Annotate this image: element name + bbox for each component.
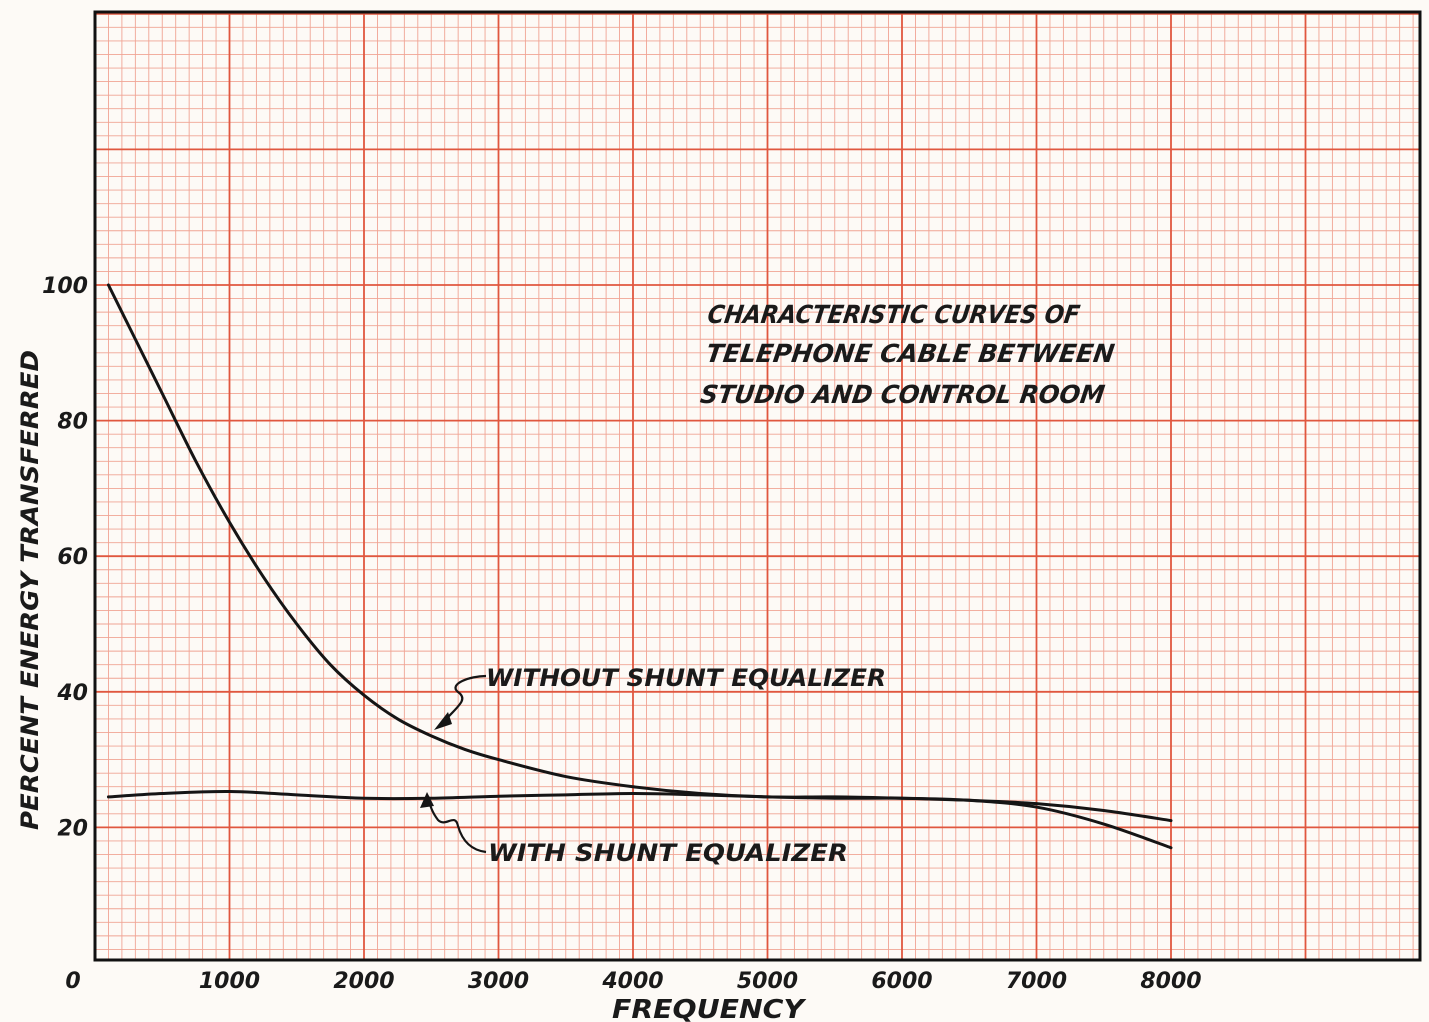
arrowhead-with xyxy=(420,792,434,808)
title-line-3: STUDIO AND CONTROL ROOM xyxy=(699,380,1107,409)
y-tick-label: 40 xyxy=(56,681,88,706)
y-tick-labels: 20 40 60 80 100 xyxy=(42,274,88,841)
annotation-with-shunt-equalizer: WITH SHUNT EQUALIZER xyxy=(488,839,848,867)
chart-title: CHARACTERISTIC CURVES OF TELEPHONE CABLE… xyxy=(699,300,1117,409)
annotation-layer: WITHOUT SHUNT EQUALIZER WITH SHUNT EQUALI… xyxy=(420,664,886,867)
series-layer xyxy=(106,283,1173,850)
leader-arrow-without xyxy=(439,674,487,727)
y-tick-label: 20 xyxy=(57,816,88,841)
y-tick-label: 80 xyxy=(57,410,88,435)
x-tick-label: 8000 xyxy=(1140,969,1201,994)
series-line-with-shunt-equalizer xyxy=(106,789,1173,850)
plot-frame xyxy=(93,10,1422,962)
title-line-1: CHARACTERISTIC CURVES OF xyxy=(706,300,1082,329)
x-axis-label: FREQUENCY xyxy=(612,995,807,1022)
x-tick-label: 6000 xyxy=(871,969,932,994)
x-tick-label: 1000 xyxy=(199,969,260,994)
annotation-without-shunt-equalizer: WITHOUT SHUNT EQUALIZER xyxy=(486,664,886,692)
x-tick-label: 5000 xyxy=(737,969,798,994)
x-tick-label: 7000 xyxy=(1006,969,1067,994)
title-line-2: TELEPHONE CABLE BETWEEN xyxy=(704,339,1116,368)
arrowhead-without xyxy=(434,712,452,730)
x-tick-label: 4000 xyxy=(601,969,663,994)
x-tick-label: 3000 xyxy=(468,969,529,994)
y-tick-label: 60 xyxy=(57,545,88,570)
x-tick-labels: 0 1000 2000 3000 4000 5000 6000 7000 8000 xyxy=(65,969,1201,994)
leader-arrow-with xyxy=(426,795,487,854)
x-tick-label: 2000 xyxy=(333,969,394,994)
y-axis-label: PERCENT ENERGY TRANSFERRED xyxy=(16,350,44,830)
y-tick-label: 100 xyxy=(42,274,88,299)
x-tick-label: 0 xyxy=(65,969,80,994)
